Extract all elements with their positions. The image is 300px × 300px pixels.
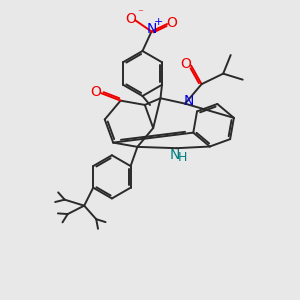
- Text: O: O: [166, 16, 177, 30]
- Text: N: N: [184, 94, 194, 108]
- Text: ⁻: ⁻: [137, 8, 143, 19]
- Text: O: O: [90, 85, 101, 99]
- Text: +: +: [153, 17, 163, 28]
- Text: N: N: [146, 22, 157, 36]
- Text: N: N: [170, 148, 180, 162]
- Text: O: O: [126, 12, 136, 26]
- Text: O: O: [180, 57, 191, 71]
- Text: H: H: [178, 151, 187, 164]
